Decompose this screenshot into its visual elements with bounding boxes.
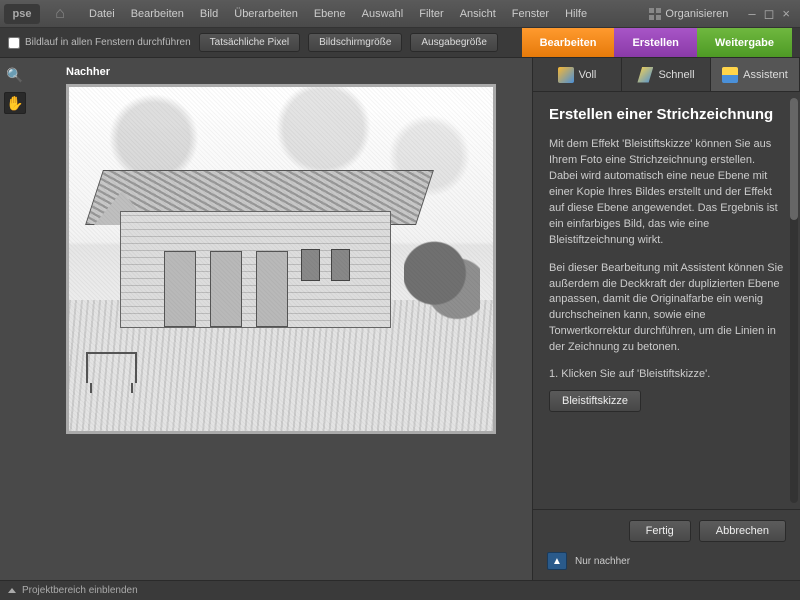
options-toolbar: Bildlauf in allen Fenstern durchführen T… <box>0 28 800 58</box>
close-icon[interactable]: × <box>782 6 790 22</box>
scroll-all-input[interactable] <box>8 37 20 49</box>
canvas-area: Nachher <box>30 58 532 580</box>
status-bar: Projektbereich einblenden <box>0 580 800 600</box>
quick-mode-icon <box>637 67 653 83</box>
zoom-tool-icon[interactable]: 🔍 <box>4 64 26 86</box>
workspace-tabs: Bearbeiten Erstellen Weitergabe <box>522 28 792 57</box>
window-controls: – ◻ × <box>742 6 796 22</box>
hand-tool-icon[interactable]: ✋ <box>4 92 26 114</box>
panel-scrollbar[interactable] <box>790 98 798 503</box>
maximize-icon[interactable]: ◻ <box>764 6 775 22</box>
panel-title: Erstellen einer Strichzeichnung <box>549 106 784 123</box>
right-panel: Voll Schnell Assistent Erstellen einer S… <box>532 58 800 580</box>
cancel-button[interactable]: Abbrechen <box>699 520 786 542</box>
menu-hilfe[interactable]: Hilfe <box>558 4 594 24</box>
canvas-image <box>66 84 496 434</box>
sketch-render <box>69 87 493 431</box>
menu-bearbeiten[interactable]: Bearbeiten <box>124 4 191 24</box>
scroll-all-checkbox[interactable]: Bildlauf in allen Fenstern durchführen <box>8 37 191 49</box>
panel-paragraph-2: Bei dieser Bearbeitung mit Assistent kön… <box>549 261 784 357</box>
menu-datei[interactable]: Datei <box>82 4 122 24</box>
app-window: pse ⌂ Datei Bearbeiten Bild Überarbeiten… <box>0 0 800 600</box>
pencil-sketch-button[interactable]: Bleistiftskizze <box>549 390 641 412</box>
grid-icon <box>649 8 661 20</box>
panel-step-1: 1. Klicken Sie auf 'Bleistiftskizze'. <box>549 368 784 380</box>
after-label: Nachher <box>66 66 522 78</box>
main-area: 🔍 ✋ Nachher <box>0 58 800 580</box>
done-button[interactable]: Fertig <box>629 520 691 542</box>
tab-create[interactable]: Erstellen <box>614 28 696 57</box>
menu-ansicht[interactable]: Ansicht <box>453 4 503 24</box>
view-mode-label: Nur nachher <box>575 556 630 567</box>
actual-pixels-button[interactable]: Tatsächliche Pixel <box>199 33 300 52</box>
organize-button[interactable]: Organisieren <box>641 5 736 23</box>
expand-icon[interactable] <box>8 588 16 593</box>
organize-label: Organisieren <box>665 8 728 20</box>
menu-fenster[interactable]: Fenster <box>505 4 556 24</box>
menu-bild[interactable]: Bild <box>193 4 225 24</box>
assist-panel-content: Erstellen einer Strichzeichnung Mit dem … <box>533 92 800 509</box>
tool-strip: 🔍 ✋ <box>0 58 30 580</box>
menu-ueberarbeiten[interactable]: Überarbeiten <box>227 4 305 24</box>
full-mode-icon <box>558 67 574 83</box>
mode-tab-assist[interactable]: Assistent <box>711 58 800 91</box>
mode-tab-full[interactable]: Voll <box>533 58 622 91</box>
tab-share[interactable]: Weitergabe <box>697 28 792 57</box>
edit-mode-tabs: Voll Schnell Assistent <box>533 58 800 92</box>
home-icon[interactable]: ⌂ <box>46 2 74 26</box>
fit-screen-button[interactable]: Bildschirmgröße <box>308 33 402 52</box>
menu-auswahl[interactable]: Auswahl <box>355 4 411 24</box>
mode-quick-label: Schnell <box>658 69 694 81</box>
canvas-viewport[interactable] <box>40 84 522 580</box>
panel-paragraph-1: Mit dem Effekt 'Bleistiftskizze' können … <box>549 137 784 249</box>
mode-full-label: Voll <box>579 69 597 81</box>
panel-scroll-thumb[interactable] <box>790 98 798 220</box>
menu-items: Datei Bearbeiten Bild Überarbeiten Ebene… <box>82 4 594 24</box>
minimize-icon[interactable]: – <box>748 6 755 22</box>
menu-ebene[interactable]: Ebene <box>307 4 353 24</box>
mode-assist-label: Assistent <box>743 69 788 81</box>
print-size-button[interactable]: Ausgabegröße <box>410 33 498 52</box>
panel-footer: Fertig Abbrechen ▲ Nur nachher <box>533 509 800 580</box>
view-mode-toggle: ▲ Nur nachher <box>547 552 786 570</box>
menu-filter[interactable]: Filter <box>412 4 450 24</box>
project-area-label[interactable]: Projektbereich einblenden <box>22 585 138 596</box>
scroll-all-label: Bildlauf in allen Fenstern durchführen <box>25 37 191 48</box>
view-mode-button[interactable]: ▲ <box>547 552 567 570</box>
menu-bar: pse ⌂ Datei Bearbeiten Bild Überarbeiten… <box>0 0 800 28</box>
assist-mode-icon <box>722 67 738 83</box>
app-logo: pse <box>4 4 40 24</box>
tab-edit[interactable]: Bearbeiten <box>522 28 615 57</box>
mode-tab-quick[interactable]: Schnell <box>622 58 711 91</box>
